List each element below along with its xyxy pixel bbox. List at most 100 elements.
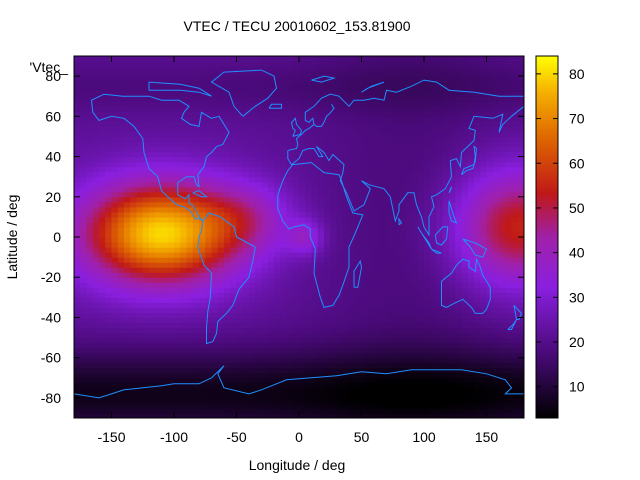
heatmap-cell [167,327,175,334]
heatmap-cell [361,412,369,418]
heatmap-cell [480,357,488,364]
heatmap-cell [355,136,363,143]
heatmap-cell [336,91,344,97]
heatmap-cell [224,382,231,389]
heatmap-cell [424,121,431,127]
heatmap-cell [449,206,456,213]
heatmap-cell [355,292,363,298]
heatmap-cell [374,277,381,283]
heatmap-cell [249,332,256,339]
heatmap-cell [292,126,300,133]
heatmap-cell [217,201,225,208]
heatmap-cell [255,151,263,158]
heatmap-cell [167,277,175,283]
heatmap-cell [455,166,463,173]
heatmap-cell [80,101,88,107]
heatmap-cell [392,322,400,329]
heatmap-cell [130,317,138,324]
heatmap-cell [467,91,475,97]
heatmap-cell [499,307,506,314]
heatmap-cell [417,216,425,223]
heatmap-cell [386,56,394,62]
heatmap-cell [86,161,94,168]
heatmap-cell [217,237,225,243]
heatmap-cell [292,111,300,117]
heatmap-cell [92,61,100,67]
heatmap-cell [205,66,213,72]
heatmap-cell [361,186,369,193]
heatmap-cell [492,367,500,374]
heatmap-cell [174,332,181,339]
heatmap-cell [449,76,456,82]
heatmap-cell [236,312,244,319]
heatmap-cell [249,206,256,213]
heatmap-cell [192,237,200,243]
heatmap-cell [486,357,494,364]
heatmap-cell [136,216,144,223]
heatmap-cell [236,211,244,218]
heatmap-cell [486,242,494,248]
heatmap-cell [461,161,469,168]
heatmap-cell [217,76,225,82]
heatmap-cell [111,126,119,133]
heatmap-cell [311,56,319,62]
heatmap-cell [449,332,456,339]
heatmap-cell [280,86,288,92]
heatmap-cell [355,312,363,319]
heatmap-cell [186,262,194,268]
heatmap-cell [236,61,244,67]
heatmap-cell [117,66,125,72]
heatmap-cell [499,282,506,288]
heatmap-cell [149,66,156,72]
heatmap-cell [292,292,300,298]
heatmap-cell [374,307,381,314]
heatmap-cell [305,307,313,314]
heatmap-cell [174,367,181,374]
heatmap-cell [392,357,400,364]
heatmap-cell [74,362,81,369]
heatmap-cell [449,231,456,238]
heatmap-cell [86,201,94,208]
heatmap-cell [492,332,500,339]
heatmap-cell [342,166,350,173]
heatmap-cell [342,342,350,349]
heatmap-cell [474,297,481,303]
heatmap-cell [217,176,225,183]
heatmap-cell [349,352,356,359]
heatmap-cell [311,307,319,314]
heatmap-cell [205,352,213,359]
heatmap-cell [142,307,150,314]
heatmap-cell [355,111,363,117]
heatmap-cell [505,412,513,418]
heatmap-cell [161,337,169,344]
heatmap-cell [424,161,431,168]
heatmap-cell [117,56,125,62]
heatmap-cell [217,322,225,329]
heatmap-cell [199,76,206,82]
heatmap-cell [449,176,456,183]
heatmap-cell [267,116,275,122]
heatmap-cell [280,106,288,112]
heatmap-cell [249,402,256,409]
heatmap-cell [130,262,138,268]
heatmap-cell [442,377,450,384]
heatmap-cell [230,402,238,409]
heatmap-cell [142,176,150,183]
heatmap-cell [330,161,338,168]
heatmap-cell [299,312,306,319]
heatmap-cell [274,397,281,404]
heatmap-cell [411,242,419,248]
heatmap-cell [249,252,256,258]
heatmap-cell [417,171,425,178]
heatmap-cell [449,61,456,67]
heatmap-cell [130,161,138,168]
heatmap-cell [99,106,106,112]
heatmap-cell [174,282,181,288]
heatmap-cell [499,81,506,87]
heatmap-cell [386,151,394,158]
heatmap-cell [267,156,275,163]
heatmap-cell [480,407,488,414]
heatmap-cell [492,272,500,278]
heatmap-cell [86,277,94,283]
heatmap-cell [455,327,463,334]
